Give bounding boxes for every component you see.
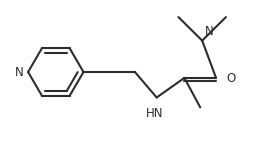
Text: N: N: [14, 66, 23, 78]
Text: O: O: [226, 72, 235, 85]
Text: N: N: [205, 25, 214, 38]
Text: HN: HN: [146, 107, 164, 120]
